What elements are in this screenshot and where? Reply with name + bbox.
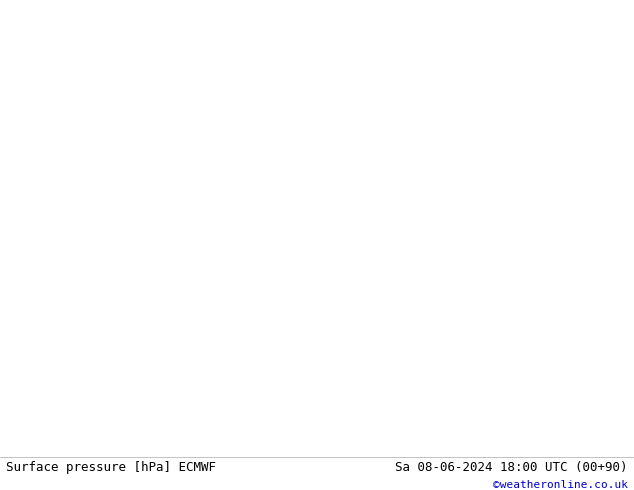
Text: Sa 08-06-2024 18:00 UTC (00+90): Sa 08-06-2024 18:00 UTC (00+90) <box>395 461 628 474</box>
Text: ©weatheronline.co.uk: ©weatheronline.co.uk <box>493 480 628 490</box>
Text: Surface pressure [hPa] ECMWF: Surface pressure [hPa] ECMWF <box>6 461 216 474</box>
